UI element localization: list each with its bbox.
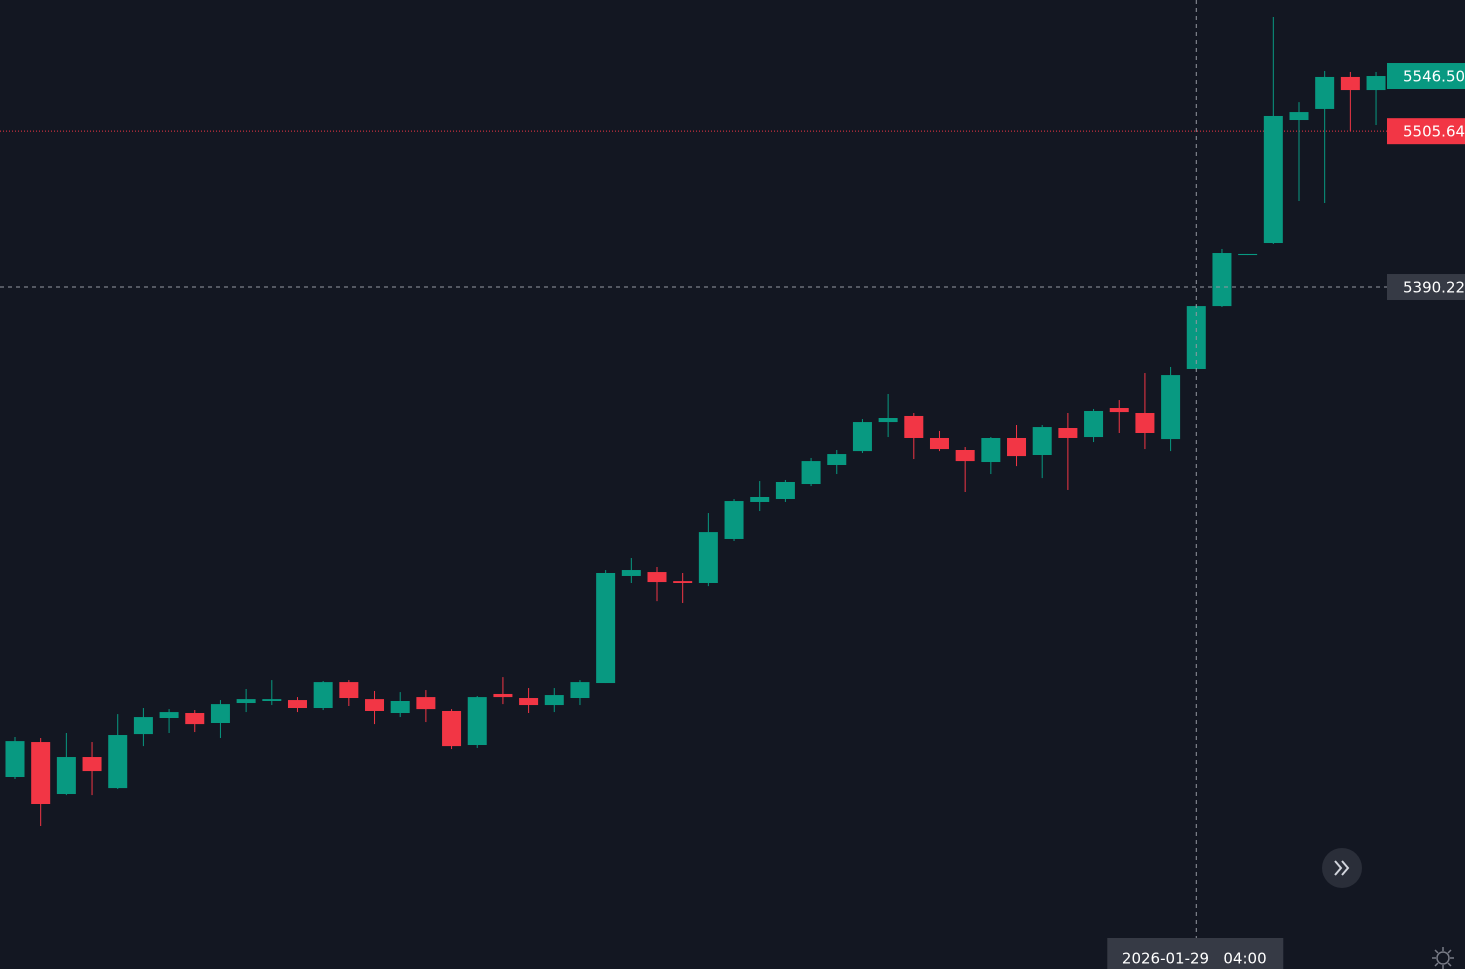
candle-body — [750, 496, 770, 502]
candle-body — [31, 742, 51, 805]
candle-body — [955, 450, 975, 462]
candle-body — [519, 698, 539, 706]
time-label-box — [1107, 938, 1284, 969]
last-price-label-box — [1387, 63, 1465, 90]
candle-body — [262, 699, 282, 701]
candle-body — [1109, 408, 1129, 413]
time-label: 2026-01-29 04:00 — [1122, 950, 1267, 968]
candle-body — [673, 581, 693, 583]
candle-body — [1032, 427, 1052, 455]
candle-body — [416, 697, 436, 710]
candle-body — [287, 700, 307, 709]
last-price-label: 5546.50 — [1403, 68, 1465, 86]
candle-body — [1058, 427, 1078, 438]
candle-body — [647, 572, 667, 583]
candle-body — [236, 699, 256, 704]
settings-rays[interactable] — [1432, 947, 1454, 969]
candle-body — [1084, 410, 1104, 438]
candle-body — [82, 757, 102, 772]
candle-body — [981, 437, 1001, 463]
scroll-realtime-button[interactable] — [1322, 848, 1362, 888]
candle-body — [698, 532, 718, 583]
candle-body — [133, 717, 153, 735]
candle-body — [1212, 253, 1232, 307]
candle-body — [827, 454, 847, 465]
candle-body — [1340, 76, 1360, 91]
settings-circle[interactable] — [1436, 951, 1450, 965]
price-line-label-box — [1387, 118, 1465, 145]
candle-body — [365, 699, 385, 711]
candle-body — [339, 682, 359, 699]
candle-body — [185, 713, 205, 725]
candle-body — [493, 693, 513, 698]
candle-body — [724, 501, 744, 539]
candle-body — [929, 437, 949, 450]
candle-body — [1289, 112, 1309, 121]
candle-body — [596, 573, 616, 684]
candle-body — [570, 682, 590, 699]
settings-icon[interactable] — [1432, 947, 1454, 969]
crosshair-price-label: 5390.22 — [1403, 279, 1465, 297]
candle-body — [1366, 76, 1386, 91]
candle-body — [775, 482, 795, 500]
candle-body — [878, 418, 898, 423]
candle-body — [467, 697, 487, 746]
candle-body — [210, 704, 230, 724]
candle-body — [852, 422, 872, 452]
candle-body — [1238, 253, 1258, 256]
candle-body — [159, 712, 179, 719]
candle-body — [108, 735, 128, 789]
candle-body — [544, 695, 564, 706]
candle-body — [56, 757, 76, 795]
candle-body — [1007, 437, 1027, 457]
candle-body — [313, 682, 333, 709]
candle-body — [5, 741, 25, 778]
candle-body — [442, 710, 462, 747]
button-icon[interactable] — [1334, 860, 1350, 876]
candle-body — [1315, 76, 1335, 109]
candle-body — [904, 415, 924, 438]
crosshair-price-label-box — [1387, 274, 1465, 301]
candle-body — [1161, 375, 1181, 440]
candle-body — [621, 570, 641, 576]
candle-body — [390, 700, 410, 714]
candle-body — [1135, 413, 1155, 433]
price-line-label: 5505.64 — [1403, 123, 1465, 141]
candle-body — [1263, 115, 1283, 244]
candle-body — [801, 461, 821, 485]
